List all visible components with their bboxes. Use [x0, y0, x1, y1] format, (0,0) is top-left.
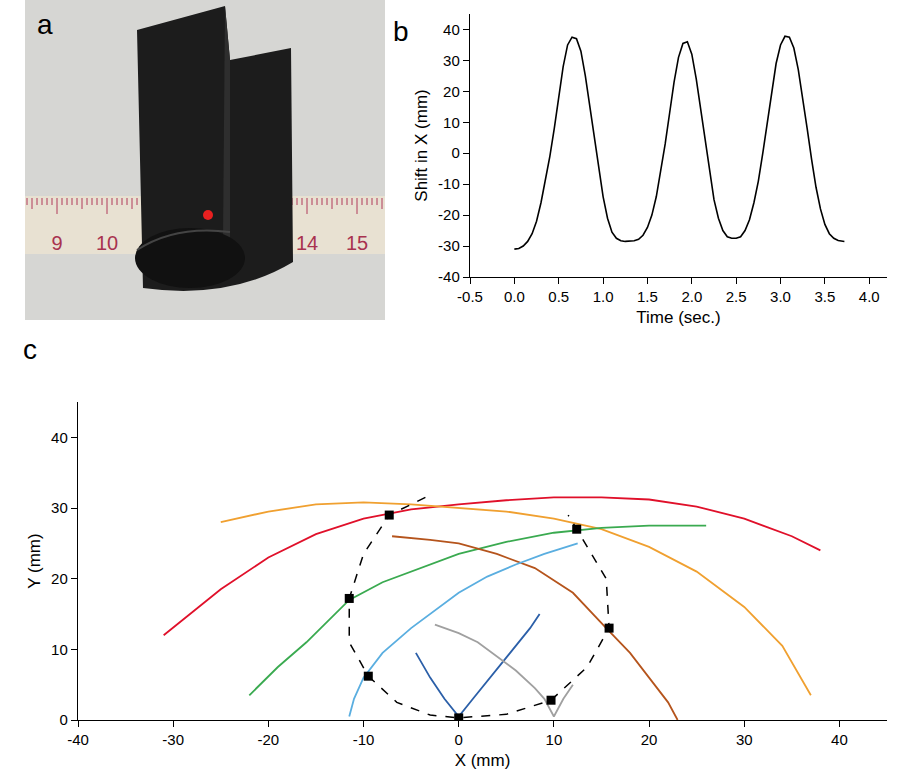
- svg-text:20: 20: [641, 731, 658, 748]
- svg-text:0.5: 0.5: [548, 288, 569, 305]
- svg-text:0: 0: [455, 731, 463, 748]
- svg-text:15: 15: [346, 232, 368, 254]
- svg-text:30: 30: [736, 731, 753, 748]
- svg-text:-20: -20: [438, 206, 460, 223]
- svg-text:3.0: 3.0: [770, 288, 791, 305]
- svg-text:40: 40: [443, 21, 460, 38]
- svg-text:1.5: 1.5: [637, 288, 658, 305]
- svg-text:-20: -20: [258, 731, 280, 748]
- svg-text:2.5: 2.5: [726, 288, 747, 305]
- svg-text:30: 30: [443, 52, 460, 69]
- svg-text:14: 14: [296, 232, 318, 254]
- svg-text:0.0: 0.0: [504, 288, 525, 305]
- svg-text:10: 10: [51, 641, 68, 658]
- svg-text:2.0: 2.0: [681, 288, 702, 305]
- svg-text:-40: -40: [438, 268, 460, 285]
- svg-text:40: 40: [51, 429, 68, 446]
- svg-text:20: 20: [51, 570, 68, 587]
- svg-text:a: a: [37, 9, 53, 40]
- svg-text:b: b: [393, 16, 409, 47]
- svg-text:X (mm): X (mm): [455, 751, 511, 770]
- svg-text:c: c: [23, 334, 37, 365]
- svg-text:30: 30: [51, 499, 68, 516]
- svg-text:4.0: 4.0: [859, 288, 880, 305]
- svg-text:0: 0: [451, 144, 459, 161]
- svg-text:3.5: 3.5: [814, 288, 835, 305]
- svg-text:10: 10: [546, 731, 563, 748]
- svg-text:10: 10: [443, 114, 460, 131]
- svg-text:-40: -40: [67, 731, 89, 748]
- svg-text:-30: -30: [438, 237, 460, 254]
- svg-text:40: 40: [831, 731, 848, 748]
- svg-text:10: 10: [96, 232, 118, 254]
- svg-text:20: 20: [443, 83, 460, 100]
- svg-text:Time (sec.): Time (sec.): [636, 308, 720, 327]
- svg-text:-10: -10: [353, 731, 375, 748]
- svg-text:-0.5: -0.5: [457, 288, 483, 305]
- svg-text:Y (mm): Y (mm): [25, 533, 44, 588]
- svg-text:-30: -30: [162, 731, 184, 748]
- svg-text:1.0: 1.0: [593, 288, 614, 305]
- svg-text:9: 9: [51, 232, 62, 254]
- svg-text:0: 0: [59, 711, 67, 728]
- svg-text:Shift in X (mm): Shift in X (mm): [412, 89, 431, 201]
- svg-text:-10: -10: [438, 175, 460, 192]
